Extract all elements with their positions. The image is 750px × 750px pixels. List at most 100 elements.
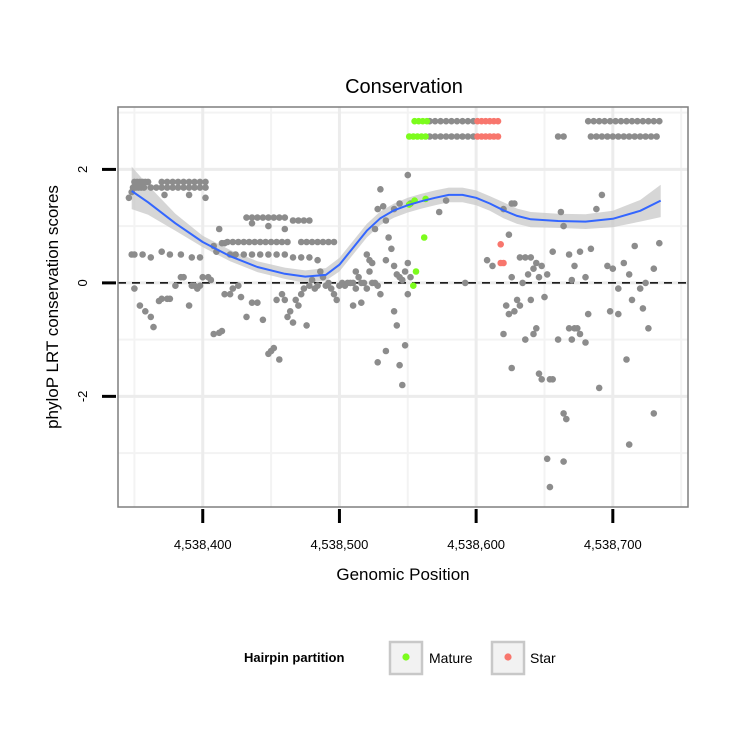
data-point-other (568, 336, 576, 343)
data-point-other (303, 238, 310, 246)
confidence-ribbon-layer (131, 166, 661, 283)
data-point-other (522, 336, 529, 343)
x-tick-label: 4,538,600 (447, 537, 505, 552)
data-point-other (615, 285, 622, 292)
data-point-other (180, 178, 187, 186)
data-point-other (153, 184, 160, 191)
data-point-other (267, 238, 275, 246)
data-point-other (505, 310, 513, 318)
data-point-other (396, 200, 403, 207)
data-point-other (390, 262, 398, 270)
data-point-other (464, 117, 472, 125)
data-point-other (210, 330, 217, 338)
data-point-other (180, 273, 187, 281)
data-point-other (273, 251, 280, 258)
data-point-other (303, 322, 310, 329)
data-point-other (265, 251, 272, 258)
data-point-other (549, 376, 556, 383)
data-point-other (459, 117, 466, 125)
y-axis-title: phyloP LRT conservation scores (43, 185, 62, 429)
data-point-other (511, 308, 518, 315)
data-point-other (259, 316, 267, 324)
data-point-other (401, 342, 409, 349)
data-point-other (399, 381, 406, 389)
data-point-other (196, 178, 204, 186)
data-point-other (513, 296, 521, 304)
data-point-other (560, 410, 567, 417)
data-point-other (265, 222, 272, 230)
data-point-other (330, 238, 338, 246)
data-point-other (199, 273, 206, 281)
data-point-other (554, 133, 562, 140)
data-point-other (519, 279, 526, 287)
data-point-other (656, 117, 663, 125)
data-point-other (235, 282, 242, 290)
data-point-other (549, 248, 556, 255)
data-point-other (388, 245, 395, 253)
data-point-other (140, 184, 148, 191)
data-point-other (516, 254, 524, 261)
data-point-other (139, 251, 146, 258)
data-point-other (185, 184, 193, 191)
data-point-other (374, 282, 382, 290)
data-point-other (172, 282, 179, 290)
data-point-other (278, 290, 286, 298)
data-point-other (229, 238, 237, 246)
data-point-other (453, 133, 461, 140)
legend-swatch-star (504, 653, 512, 661)
data-point-other (442, 117, 450, 125)
data-point-other (639, 305, 647, 312)
data-point-other (281, 225, 289, 233)
data-point-other (352, 268, 360, 275)
data-point-other (574, 325, 581, 332)
data-point-other (636, 133, 644, 140)
data-point-other (511, 200, 518, 207)
data-point-other (628, 296, 636, 304)
data-point-other (314, 238, 321, 246)
data-point-other (582, 339, 589, 346)
data-point-other (363, 285, 371, 292)
legend-key-mature (388, 640, 424, 676)
data-point-other (650, 410, 658, 417)
y-tick-label: -2 (75, 391, 90, 403)
plot-panel (118, 107, 688, 507)
data-point-other (368, 259, 376, 267)
data-point-other (459, 133, 466, 140)
data-point-other (254, 214, 261, 221)
data-point-other (623, 117, 630, 125)
data-point-other (568, 276, 576, 284)
data-point-other (636, 285, 644, 292)
data-point-other (587, 133, 595, 140)
data-point-other (243, 214, 250, 221)
data-point-other (508, 364, 515, 372)
data-point-other (483, 256, 491, 264)
data-point-other (226, 290, 234, 298)
data-point-other (325, 279, 332, 287)
data-point-other (185, 302, 193, 309)
data-point-other (136, 302, 144, 309)
data-point-other (642, 279, 649, 287)
data-point-other (144, 178, 152, 186)
data-point-other (382, 217, 390, 224)
data-point-other (333, 296, 341, 304)
data-point-other (314, 256, 321, 264)
data-point-other (538, 262, 545, 270)
data-point-other (254, 299, 261, 307)
data-point-other (396, 361, 403, 369)
data-point-other (278, 238, 286, 246)
data-point-other (202, 178, 209, 186)
y-axis-ticks: -2 0 2 (75, 166, 116, 402)
data-point-other (270, 214, 278, 221)
data-point-other (306, 217, 313, 224)
data-point-other (276, 356, 283, 363)
plot-panel-border (117, 106, 689, 508)
data-point-other (355, 273, 362, 281)
data-point-other (147, 313, 155, 321)
data-point-other (516, 302, 524, 309)
data-point-other (273, 238, 280, 246)
data-point-other (541, 293, 548, 301)
data-point-other (628, 117, 636, 125)
data-point-other (297, 238, 305, 246)
data-point-other (191, 178, 198, 186)
data-point-other (530, 265, 537, 273)
